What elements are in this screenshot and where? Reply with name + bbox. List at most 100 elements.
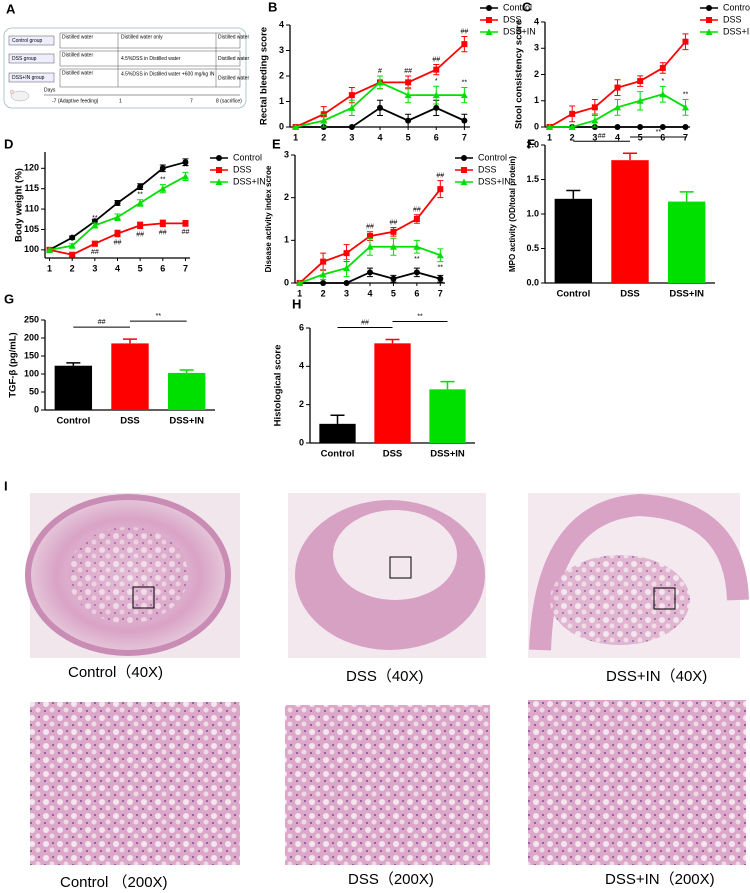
y-tick-label: 1	[279, 96, 284, 106]
marker	[437, 275, 444, 282]
x-tick-label: 5	[406, 132, 411, 142]
timeline-label: 1	[119, 98, 122, 104]
annotation: ##	[159, 229, 167, 236]
x-tick-label: 1	[47, 263, 52, 273]
marker	[614, 84, 621, 91]
panel-label: G	[4, 291, 14, 306]
x-tick-label: 7	[438, 288, 443, 298]
marker	[413, 269, 420, 276]
marker	[413, 243, 421, 250]
y-tick-label: 100	[24, 368, 39, 378]
annotation: ##	[366, 224, 374, 231]
marker	[367, 269, 373, 276]
y-axis-label: Disease activity index scroe	[264, 165, 273, 272]
panel-label: F	[527, 136, 535, 151]
cell: Distilled water	[62, 52, 93, 58]
marker	[343, 264, 351, 272]
panel-label: B	[268, 0, 277, 14]
panel-label: H	[292, 296, 301, 311]
x-tick-label: 3	[349, 132, 354, 142]
marker	[461, 117, 468, 124]
annotation: ##	[436, 172, 444, 179]
annotation: ##	[136, 231, 144, 238]
x-tick-label: DSS	[620, 289, 640, 300]
y-axis-label: Stool consistency score	[514, 20, 525, 129]
y-tick-label: 3	[284, 149, 289, 159]
error-bar	[123, 338, 137, 344]
panel-i: I Control（40X) DSS（40X) DSS+IN（40X) Cont…	[4, 478, 749, 891]
annotation: **	[656, 129, 662, 136]
annotation: **	[92, 215, 98, 222]
x-tick-label: Control	[556, 289, 590, 300]
legend-label: DSS+IN	[723, 26, 750, 36]
y-tick-label: 0.5	[526, 243, 539, 253]
bar	[54, 365, 93, 410]
micrograph	[528, 493, 749, 658]
x-tick-label: DSS	[120, 416, 140, 427]
annotation: ##	[404, 68, 412, 75]
legend-label: Control	[478, 152, 507, 162]
annotation: ##	[413, 207, 421, 214]
marker	[461, 167, 467, 173]
legend-label: DSS+IN	[233, 176, 266, 186]
y-tick-label: 4	[279, 19, 284, 29]
marker	[348, 92, 355, 99]
marker	[433, 66, 440, 73]
marker	[136, 199, 144, 206]
x-tick-label: DSS+IN	[430, 449, 465, 460]
bar	[319, 423, 356, 443]
timeline-label: Days	[44, 87, 56, 93]
x-tick-label: 6	[160, 263, 165, 273]
marker	[436, 251, 444, 259]
group-name: DSS+IN group	[12, 75, 45, 81]
marker	[461, 41, 468, 48]
marker	[376, 78, 384, 86]
annotation: **	[137, 192, 143, 199]
caption: DSS（40X)	[346, 668, 424, 685]
legend-label: Control	[233, 152, 262, 162]
y-tick-label: 2.0	[526, 139, 539, 149]
legend-label: DSS+IN	[478, 176, 511, 186]
marker	[182, 220, 189, 227]
marker	[320, 280, 327, 286]
cell: Distilled water	[62, 34, 93, 40]
marker	[546, 123, 554, 130]
marker	[637, 124, 644, 130]
marker	[319, 270, 327, 278]
y-tick-label: 2	[284, 192, 289, 202]
caption: Control（40X)	[68, 664, 163, 681]
bar	[374, 343, 411, 443]
timeline-label: 8 (sacrifice)	[216, 98, 242, 104]
marker	[614, 124, 621, 130]
marker	[296, 279, 304, 286]
x-tick-label: 4	[377, 132, 382, 142]
y-tick-label: 4	[299, 361, 304, 371]
marker	[390, 275, 397, 282]
marker	[159, 220, 166, 227]
marker	[114, 199, 121, 206]
marker	[390, 228, 397, 235]
design-table	[8, 32, 241, 88]
x-tick-label: 2	[570, 132, 575, 142]
marker	[159, 165, 166, 172]
y-axis-label: Histological score	[273, 345, 284, 427]
marker	[413, 216, 420, 222]
x-tick-label: 3	[344, 288, 349, 298]
x-tick-label: 2	[321, 288, 326, 298]
marker	[216, 155, 222, 161]
y-tick-label: 115	[24, 183, 39, 193]
marker	[348, 124, 355, 130]
panel-label: D	[4, 136, 13, 151]
marker	[367, 233, 373, 240]
marker	[682, 38, 689, 45]
y-tick-label: 0	[299, 437, 304, 447]
error-bar	[623, 152, 637, 161]
x-tick-label: 4	[115, 263, 120, 273]
marker	[569, 110, 576, 117]
marker	[682, 124, 689, 130]
timeline-label: 7	[190, 98, 193, 104]
annotation: **	[462, 79, 468, 86]
legend-label: Control	[503, 2, 532, 12]
